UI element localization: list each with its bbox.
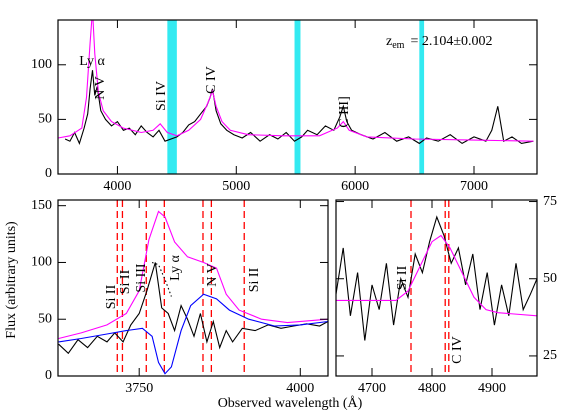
y-tick-label: 50 bbox=[543, 271, 557, 286]
axes-frame bbox=[57, 199, 329, 377]
y-tick-label: 0 bbox=[45, 166, 52, 181]
x-tick-label: 4800 bbox=[418, 381, 446, 396]
x-tick-label: 3750 bbox=[125, 381, 153, 396]
masked-band bbox=[167, 20, 177, 174]
line-label: N V bbox=[93, 76, 108, 99]
line-label: Si II bbox=[118, 269, 133, 294]
redshift-value: = 2.104±0.002 bbox=[410, 34, 492, 49]
spectrum-line bbox=[336, 215, 537, 341]
axes-frame bbox=[57, 19, 538, 175]
plot-area bbox=[58, 200, 328, 376]
spectrum-line bbox=[58, 262, 328, 355]
x-tick-label: 5000 bbox=[222, 179, 250, 194]
plot-area bbox=[58, 20, 534, 174]
redshift-subscript: em bbox=[392, 40, 404, 51]
x-tick-label: 4700 bbox=[358, 381, 386, 396]
line-label: Si IV bbox=[154, 81, 169, 111]
y-tick-label: 50 bbox=[38, 311, 52, 326]
spectrum-line bbox=[58, 20, 534, 142]
x-tick-label: 4000 bbox=[286, 381, 314, 396]
masked-band bbox=[419, 20, 425, 174]
y-tick-label: 50 bbox=[38, 112, 52, 127]
y-tick-label: 100 bbox=[31, 255, 52, 270]
y-tick-label: 0 bbox=[45, 368, 52, 383]
line-label: Ly α bbox=[79, 54, 105, 69]
y-tick-label: 75 bbox=[543, 194, 557, 209]
spectrum-line bbox=[336, 234, 537, 317]
spectrum-line bbox=[151, 261, 172, 297]
line-label: N V bbox=[205, 263, 220, 286]
y-tick-label: 100 bbox=[31, 57, 52, 72]
spectrum-line bbox=[58, 210, 328, 340]
redshift-symbol: z bbox=[386, 34, 392, 49]
line-label: C IV bbox=[204, 66, 219, 94]
x-tick-label: 6000 bbox=[341, 179, 369, 194]
line-label: C III] bbox=[337, 96, 352, 128]
line-label: Si II bbox=[395, 265, 410, 290]
line-label: Si III bbox=[134, 263, 149, 293]
line-label: C IV bbox=[450, 336, 465, 364]
y-tick-label: 150 bbox=[31, 198, 52, 213]
redshift-label: zem = 2.104±0.002 bbox=[386, 34, 493, 51]
spectrum-line bbox=[58, 293, 328, 375]
line-label: Ly α bbox=[168, 255, 183, 281]
x-axis-label: Observed wavelength (Å) bbox=[218, 395, 363, 411]
line-label: Si II bbox=[104, 284, 119, 309]
masked-band bbox=[294, 20, 301, 174]
plot-area bbox=[336, 200, 537, 376]
x-tick-label: 7000 bbox=[460, 179, 488, 194]
line-label: Si II bbox=[247, 267, 262, 292]
y-axis-label: Flux (arbitrary units) bbox=[4, 221, 19, 339]
x-tick-label: 4900 bbox=[478, 381, 506, 396]
axes-frame bbox=[335, 199, 538, 377]
y-tick-label: 25 bbox=[543, 348, 557, 363]
x-tick-label: 4000 bbox=[103, 179, 131, 194]
